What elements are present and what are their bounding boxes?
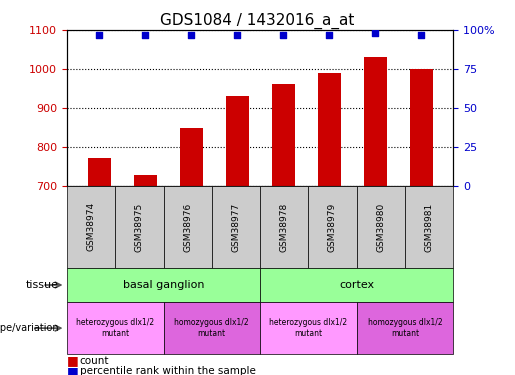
Point [187, 32, 195, 38]
Text: basal ganglion: basal ganglion [123, 280, 204, 290]
Text: count: count [80, 356, 109, 366]
Text: tissue: tissue [26, 280, 59, 290]
Point [95, 32, 103, 38]
Text: GSM38980: GSM38980 [376, 202, 385, 252]
Point [371, 30, 379, 36]
Bar [318, 73, 340, 186]
Text: GSM38977: GSM38977 [231, 202, 241, 252]
Point [279, 32, 287, 38]
Bar [133, 175, 157, 186]
Text: heterozygous dlx1/2
mutant: heterozygous dlx1/2 mutant [76, 318, 154, 338]
Text: ■: ■ [67, 365, 79, 375]
Text: GSM38974: GSM38974 [87, 202, 96, 251]
Text: heterozygous dlx1/2
mutant: heterozygous dlx1/2 mutant [269, 318, 348, 338]
Text: GSM38975: GSM38975 [135, 202, 144, 252]
Text: GSM38981: GSM38981 [424, 202, 434, 252]
Point [325, 32, 333, 38]
Text: homozygous dlx1/2
mutant: homozygous dlx1/2 mutant [368, 318, 442, 338]
Bar [271, 84, 295, 186]
Bar [226, 96, 249, 186]
Point [141, 32, 149, 38]
Text: GSM38979: GSM38979 [328, 202, 337, 252]
Text: genotype/variation: genotype/variation [0, 323, 59, 333]
Bar [88, 158, 111, 186]
Text: cortex: cortex [339, 280, 374, 290]
Point [233, 32, 241, 38]
Bar [409, 69, 433, 186]
Point [417, 32, 425, 38]
Text: GDS1084 / 1432016_a_at: GDS1084 / 1432016_a_at [160, 13, 355, 29]
Bar [364, 57, 387, 186]
Text: GSM38978: GSM38978 [280, 202, 289, 252]
Text: homozygous dlx1/2
mutant: homozygous dlx1/2 mutant [175, 318, 249, 338]
Text: ■: ■ [67, 354, 79, 367]
Text: GSM38976: GSM38976 [183, 202, 192, 252]
Bar [180, 128, 202, 186]
Text: percentile rank within the sample: percentile rank within the sample [80, 366, 256, 375]
